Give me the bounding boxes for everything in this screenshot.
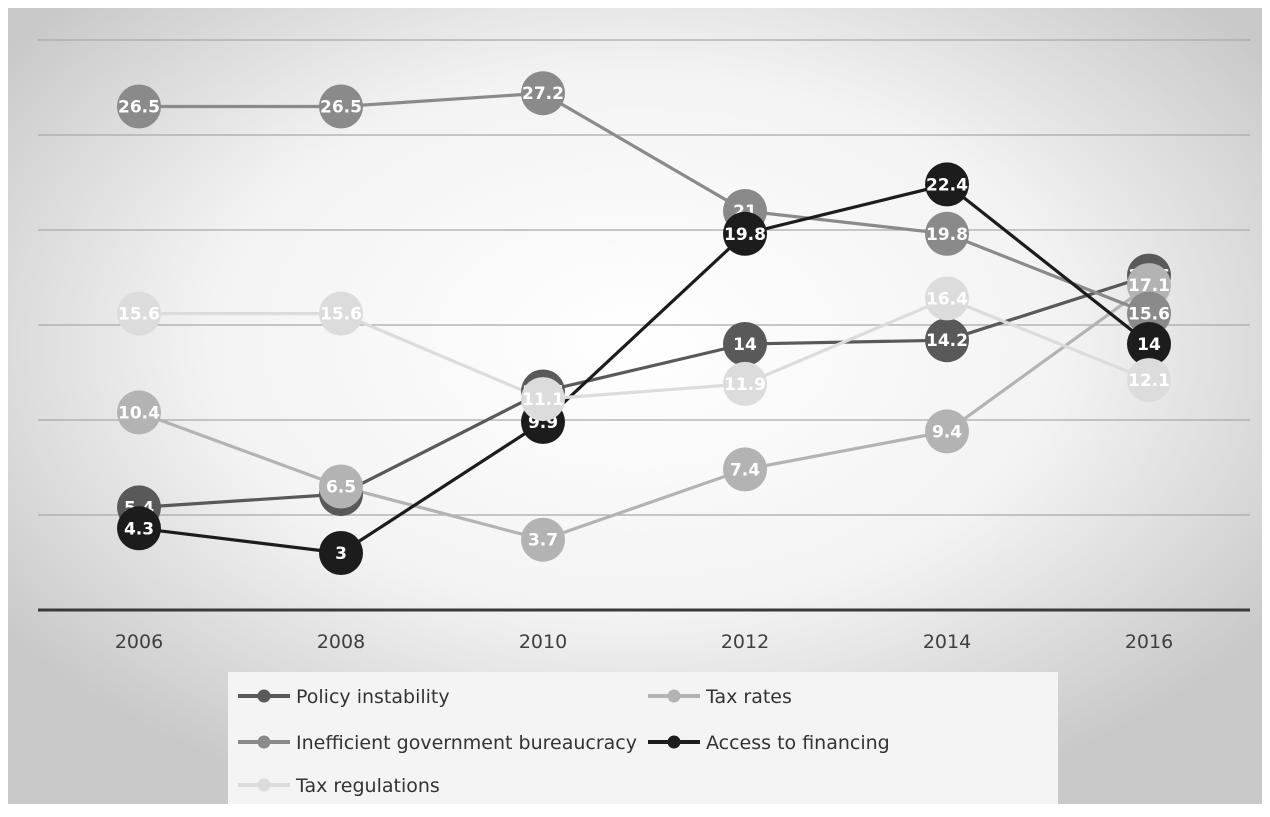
legend-marker — [667, 689, 681, 703]
series-line-policy-instability — [138, 274, 1150, 509]
data-label: 26.5 — [320, 98, 362, 118]
data-label: 19.8 — [724, 225, 766, 245]
x-tick-label: 2016 — [1125, 631, 1173, 653]
data-label: 15.6 — [118, 305, 160, 325]
series-line-tax-rates — [138, 283, 1150, 542]
data-label: 12.1 — [1128, 371, 1170, 391]
data-point — [925, 318, 969, 363]
data-point — [117, 291, 161, 336]
x-tick-label: 2010 — [519, 631, 567, 653]
data-label: 6.5 — [326, 478, 356, 498]
data-point — [723, 361, 767, 406]
data-point — [319, 531, 363, 575]
data-point — [521, 377, 565, 422]
legend-marker — [667, 735, 681, 749]
data-label: 26.5 — [118, 98, 160, 118]
data-point — [117, 84, 161, 129]
legend-item-access-to-financing: Access to financing — [648, 732, 890, 754]
data-points: 5.46.111.51414.217.610.46.53.77.49.417.1… — [117, 71, 1171, 575]
data-point — [319, 291, 363, 336]
legend-item-inefficient-government-bureaucracy: Inefficient government bureaucracy — [238, 732, 637, 754]
data-label: 10.4 — [118, 403, 160, 423]
legend-item-policy-instability: Policy instability — [238, 686, 450, 708]
legend-background — [228, 672, 1058, 804]
legend-label: Inefficient government bureaucracy — [296, 732, 637, 754]
data-label: 17.1 — [1128, 276, 1170, 296]
data-label: 3 — [335, 544, 347, 564]
data-label: 3.7 — [528, 531, 558, 551]
legend-marker — [257, 689, 271, 703]
data-point — [117, 506, 161, 551]
data-point — [925, 162, 969, 207]
data-point — [723, 447, 767, 492]
data-label: 16.4 — [926, 289, 968, 309]
data-label: 22.4 — [926, 175, 968, 195]
data-label: 14 — [1137, 335, 1161, 355]
data-point — [925, 276, 969, 321]
data-point — [319, 464, 363, 509]
data-label: 14 — [733, 335, 757, 355]
legend-marker — [257, 735, 271, 749]
data-label: 15.6 — [1128, 305, 1170, 325]
data-label: 11.1 — [522, 390, 564, 410]
series-line-tax-regulations — [139, 296, 1150, 401]
data-label: 27.2 — [522, 84, 564, 104]
data-label: 9.4 — [932, 422, 962, 442]
legend-item-tax-rates: Tax rates — [648, 686, 792, 708]
legend-label: Policy instability — [296, 686, 450, 708]
data-point — [723, 322, 767, 366]
data-label: 7.4 — [730, 460, 760, 480]
x-tick-label: 2012 — [721, 631, 769, 653]
data-point — [1127, 358, 1171, 403]
legend-label: Tax regulations — [295, 775, 440, 797]
x-tick-label: 2014 — [923, 631, 971, 653]
data-point — [723, 211, 767, 256]
data-label: 19.8 — [926, 225, 968, 245]
x-tick-label: 2008 — [317, 631, 365, 653]
legend-marker — [257, 778, 271, 792]
data-point — [319, 84, 363, 129]
data-label: 4.3 — [124, 519, 154, 539]
data-point — [521, 517, 565, 562]
series-line-inefficient-government-bureaucracy — [139, 91, 1150, 316]
legend-item-tax-regulations: Tax regulations — [238, 775, 440, 797]
data-label: 14.2 — [926, 331, 968, 351]
x-tick-label: 2006 — [115, 631, 163, 653]
legend: Policy instability Tax rates Inefficient g… — [228, 672, 1058, 804]
series-line-access-to-financing — [138, 182, 1150, 555]
data-point — [1127, 291, 1171, 336]
chart-background — [8, 8, 1262, 804]
legend-label: Tax rates — [705, 686, 792, 708]
series-lines — [138, 91, 1150, 555]
data-label: 15.6 — [320, 305, 362, 325]
data-point — [1127, 322, 1171, 366]
gridlines — [38, 39, 1250, 516]
data-label: 11.9 — [724, 375, 766, 395]
data-point — [117, 390, 161, 435]
legend-label: Access to financing — [706, 732, 890, 754]
data-point — [925, 211, 969, 256]
data-point — [925, 409, 969, 454]
x-axis: 2006 2008 2010 2012 2014 2016 — [38, 608, 1250, 653]
data-point — [521, 71, 565, 116]
